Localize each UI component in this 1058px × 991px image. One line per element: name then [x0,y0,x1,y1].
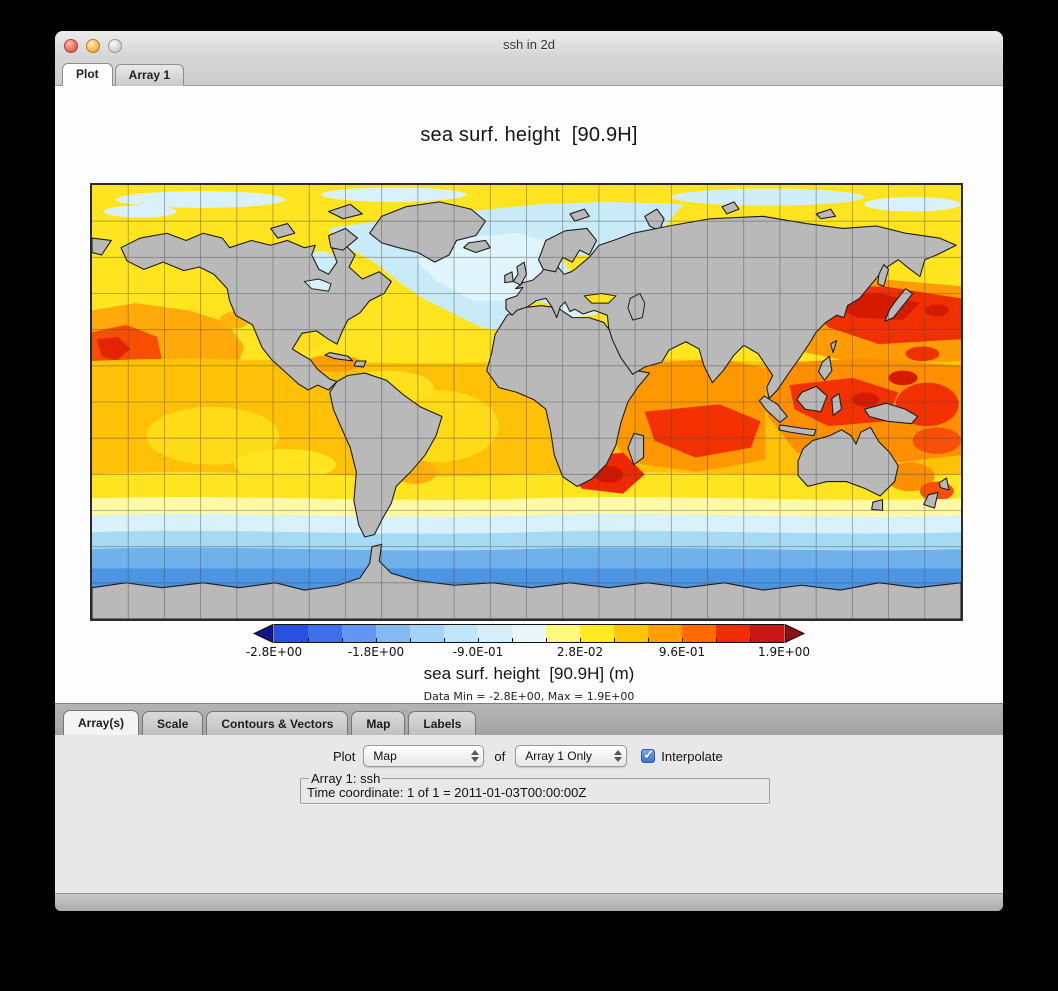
of-label: of [494,748,506,764]
colorbar-caption: sea surf. height [90.9H] (m) [423,664,635,683]
settings-tab-bar: Array(s) Scale Contours & Vectors Map Labels [55,703,1003,736]
tab-contours-vectors[interactable]: Contours & Vectors [206,711,349,736]
colorbar-segment [614,625,648,642]
colorbar-boundary-tick [478,638,479,642]
colorbar-boundary-tick [546,638,547,642]
plot-type-value: Map [373,749,397,763]
tab-plot[interactable]: Plot [62,63,113,86]
colorbar-boundary-tick [410,638,411,642]
array-source-value: Array 1 Only [525,749,592,763]
tab-array-1[interactable]: Array 1 [114,64,185,86]
close-button[interactable] [64,39,78,53]
plot-title: sea surf. height [90.9H] [420,124,638,146]
colorbar-boundary-tick [614,638,615,642]
zoom-button[interactable] [108,39,122,53]
tab-array-s[interactable]: Array(s) [63,710,140,736]
array-info-legend: Array 1: ssh [311,771,381,786]
colorbar-segment [410,625,444,642]
colorbar-segments [274,624,784,643]
colorbar-boundary-tick [580,638,581,642]
colorbar-boundary-tick [376,638,377,642]
checkmark-icon: ✓ [643,747,655,762]
time-coordinate-label: Time coordinate: 1 of 1 = 2011-01-03T00:… [307,785,587,800]
colorbar-tick-label: -1.8E+00 [347,645,405,659]
colorbar-boundary-tick [444,638,445,642]
colorbar-tick-label: 1.9E+00 [758,645,810,659]
tab-labels[interactable]: Labels [408,711,477,736]
map-plot [90,183,963,621]
graticule-grid [92,185,961,619]
plot-type-select[interactable]: Map [363,745,485,767]
main-tab-bar: Plot Array 1 [55,59,1003,86]
colorbar-boundary-tick [342,638,343,642]
colorbar-segment [308,625,342,642]
array-info-box: Array 1: ssh Time coordinate: 1 of 1 = 2… [300,771,770,804]
minimize-button[interactable] [86,39,100,53]
data-min-max-label: Data Min = -2.8E+00, Max = 1.9E+00 [423,690,635,703]
colorbar-segment [716,625,750,642]
settings-panel: Plot Map of Array 1 Only ✓ Interpolate A… [55,735,1003,894]
colorbar-segment [478,625,512,642]
colorbar-boundary-tick [750,638,751,642]
stepper-icon [470,749,480,763]
app-window: ssh in 2d Plot Array 1 sea surf. height [… [55,31,1003,911]
plot-panel: sea surf. height [90.9H] [55,86,1003,734]
colorbar-segment [342,625,376,642]
colorbar-segment [444,625,478,642]
colorbar-segment [546,625,580,642]
colorbar-segment [580,625,614,642]
colorbar-boundary-tick [682,638,683,642]
status-bar [55,893,1003,911]
colorbar-right-arrow [784,624,806,643]
colorbar-boundary-tick [512,638,513,642]
window-titlebar[interactable]: ssh in 2d [55,31,1003,59]
colorbar-tick-label: -9.0E-01 [452,645,504,659]
interpolate-checkbox[interactable]: ✓ [641,747,656,763]
interpolate-label: Interpolate [661,748,723,764]
colorbar-boundary-tick [716,638,717,642]
colorbar-left-arrow [252,624,274,643]
colorbar-segment [750,625,784,642]
colorbar-tick-label: 9.6E-01 [658,645,706,659]
colorbar-segment [648,625,682,642]
stepper-icon [613,749,623,763]
tab-scale[interactable]: Scale [142,711,204,736]
tab-map[interactable]: Map [351,711,406,736]
window-title: ssh in 2d [502,37,556,52]
colorbar: -2.8E+00 -1.8E+00 -9.0E-01 2.8E-02 9.6E-01 1.… [246,624,810,670]
array-source-select[interactable]: Array 1 Only [515,745,628,767]
colorbar-segment [512,625,546,642]
world-map-svg [92,185,961,619]
colorbar-boundary-tick [308,638,309,642]
colorbar-tick-label: 2.8E-02 [556,645,604,659]
colorbar-segment [376,625,410,642]
plot-label: Plot [333,748,356,764]
colorbar-segment [682,625,716,642]
plot-controls-row: Plot Map of Array 1 Only ✓ Interpolate [333,744,723,768]
colorbar-tick-label: -2.8E+00 [245,645,303,659]
colorbar-segment [274,625,308,642]
colorbar-boundary-tick [648,638,649,642]
